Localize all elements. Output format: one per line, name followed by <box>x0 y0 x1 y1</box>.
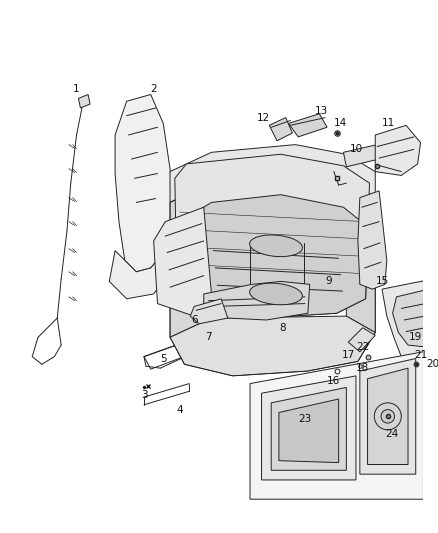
Text: 19: 19 <box>409 332 422 342</box>
Text: 16: 16 <box>327 376 340 386</box>
Text: 15: 15 <box>375 277 389 286</box>
Text: 13: 13 <box>314 106 328 116</box>
Polygon shape <box>358 191 387 289</box>
Text: 12: 12 <box>257 112 270 123</box>
Polygon shape <box>375 125 420 175</box>
Polygon shape <box>78 94 90 108</box>
Polygon shape <box>175 154 370 318</box>
Polygon shape <box>154 207 212 316</box>
Ellipse shape <box>381 409 395 423</box>
Polygon shape <box>204 281 310 320</box>
Text: 7: 7 <box>205 332 212 342</box>
Polygon shape <box>360 359 416 474</box>
Text: 8: 8 <box>279 322 286 333</box>
Text: 17: 17 <box>342 350 355 360</box>
Text: 2: 2 <box>150 84 157 94</box>
Text: 18: 18 <box>356 363 369 373</box>
Text: 9: 9 <box>326 277 332 286</box>
Polygon shape <box>367 368 408 465</box>
Text: 3: 3 <box>141 390 147 400</box>
Polygon shape <box>170 316 375 376</box>
Polygon shape <box>190 299 228 324</box>
Text: 24: 24 <box>385 429 398 439</box>
Polygon shape <box>392 287 438 347</box>
Polygon shape <box>346 183 375 333</box>
Polygon shape <box>110 251 173 299</box>
Polygon shape <box>250 352 424 499</box>
Text: 4: 4 <box>177 405 183 415</box>
Ellipse shape <box>250 283 302 305</box>
Polygon shape <box>180 195 367 318</box>
Polygon shape <box>343 144 379 167</box>
Text: 10: 10 <box>350 144 363 155</box>
Polygon shape <box>289 114 327 137</box>
Polygon shape <box>269 118 293 141</box>
Polygon shape <box>170 144 375 203</box>
Polygon shape <box>279 399 339 463</box>
Polygon shape <box>348 328 375 352</box>
Polygon shape <box>115 94 173 272</box>
Text: 20: 20 <box>427 359 438 369</box>
Polygon shape <box>382 278 438 371</box>
Polygon shape <box>170 183 212 337</box>
Text: 11: 11 <box>382 118 396 128</box>
Text: 6: 6 <box>191 315 198 325</box>
Text: 22: 22 <box>356 342 369 352</box>
Text: 14: 14 <box>334 118 347 128</box>
Text: 1: 1 <box>73 84 80 94</box>
Text: 21: 21 <box>414 350 427 360</box>
Text: 5: 5 <box>160 353 166 364</box>
Polygon shape <box>271 387 346 470</box>
Text: 23: 23 <box>298 414 311 424</box>
Polygon shape <box>261 376 356 480</box>
Ellipse shape <box>250 235 302 256</box>
